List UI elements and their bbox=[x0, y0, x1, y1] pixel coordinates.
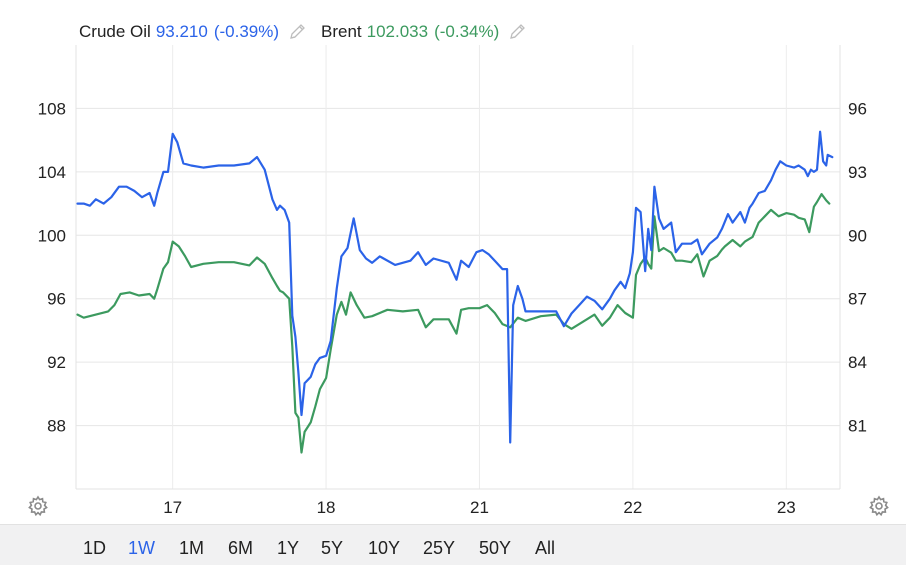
legend-series-name: Brent bbox=[321, 22, 362, 41]
range-button-1y[interactable]: 1Y bbox=[277, 538, 300, 558]
left-axis-tick-label: 100 bbox=[38, 226, 66, 245]
range-button-25y[interactable]: 25Y bbox=[423, 538, 456, 558]
legend-item-brent[interactable]: Brent 102.033 (-0.34%) bbox=[321, 22, 527, 42]
legend-series-name: Crude Oil bbox=[79, 22, 151, 41]
legend-item-crude-oil[interactable]: Crude Oil 93.210 (-0.39%) bbox=[79, 22, 307, 42]
chart-series bbox=[76, 130, 834, 454]
legend-series-value: 102.033 bbox=[366, 22, 429, 41]
range-selector: 1D 1W 1M 6M 1Y 5Y 10Y 25Y 50Y All bbox=[0, 524, 906, 565]
series-line-brent[interactable] bbox=[76, 193, 831, 454]
pencil-icon[interactable] bbox=[287, 22, 307, 42]
range-button-1d[interactable]: 1D bbox=[83, 538, 107, 558]
right-axis-tick-label: 87 bbox=[848, 290, 867, 309]
x-axis-tick-label: 21 bbox=[470, 498, 489, 517]
left-axis-tick-label: 108 bbox=[38, 99, 66, 118]
legend-series-change: (-0.34%) bbox=[434, 22, 500, 41]
right-axis-tick-label: 96 bbox=[848, 99, 867, 118]
pencil-icon[interactable] bbox=[507, 22, 527, 42]
range-button-1w[interactable]: 1W bbox=[128, 538, 155, 558]
x-axis-tick-label: 17 bbox=[163, 498, 182, 517]
series-line-crude-oil[interactable] bbox=[76, 130, 834, 444]
legend-series-change: (-0.39%) bbox=[213, 22, 279, 41]
chart-grid bbox=[75, 45, 841, 490]
x-axis-tick-label: 18 bbox=[317, 498, 336, 517]
chart-legend: Crude Oil 93.210 (-0.39%) Brent 102.033 … bbox=[79, 20, 541, 44]
left-axis-tick-label: 96 bbox=[47, 290, 66, 309]
left-axis-tick-label: 104 bbox=[38, 163, 66, 182]
range-button-all[interactable]: All bbox=[535, 538, 556, 558]
line-chart[interactable]: 88 92 96 100 104 108 81 84 87 90 93 96 17 18 21 22 23 bbox=[0, 0, 906, 524]
left-axis-tick-label: 88 bbox=[47, 417, 66, 436]
x-axis-tick-label: 22 bbox=[623, 498, 642, 517]
right-axis-tick-label: 93 bbox=[848, 163, 867, 182]
range-button-10y[interactable]: 10Y bbox=[368, 538, 401, 558]
left-axis-tick-label: 92 bbox=[47, 353, 66, 372]
gear-icon[interactable] bbox=[27, 495, 49, 517]
legend-series-value: 93.210 bbox=[155, 22, 208, 41]
range-button-1m[interactable]: 1M bbox=[179, 538, 205, 558]
chart-axes: 88 92 96 100 104 108 81 84 87 90 93 96 17 18 21 22 23 bbox=[38, 99, 867, 517]
range-button-6m[interactable]: 6M bbox=[228, 538, 254, 558]
right-axis-tick-label: 90 bbox=[848, 226, 867, 245]
right-axis-tick-label: 84 bbox=[848, 353, 867, 372]
right-axis-tick-label: 81 bbox=[848, 417, 867, 436]
x-axis-tick-label: 23 bbox=[777, 498, 796, 517]
range-button-5y[interactable]: 5Y bbox=[321, 538, 344, 558]
range-button-50y[interactable]: 50Y bbox=[479, 538, 512, 558]
gear-icon[interactable] bbox=[868, 495, 890, 517]
